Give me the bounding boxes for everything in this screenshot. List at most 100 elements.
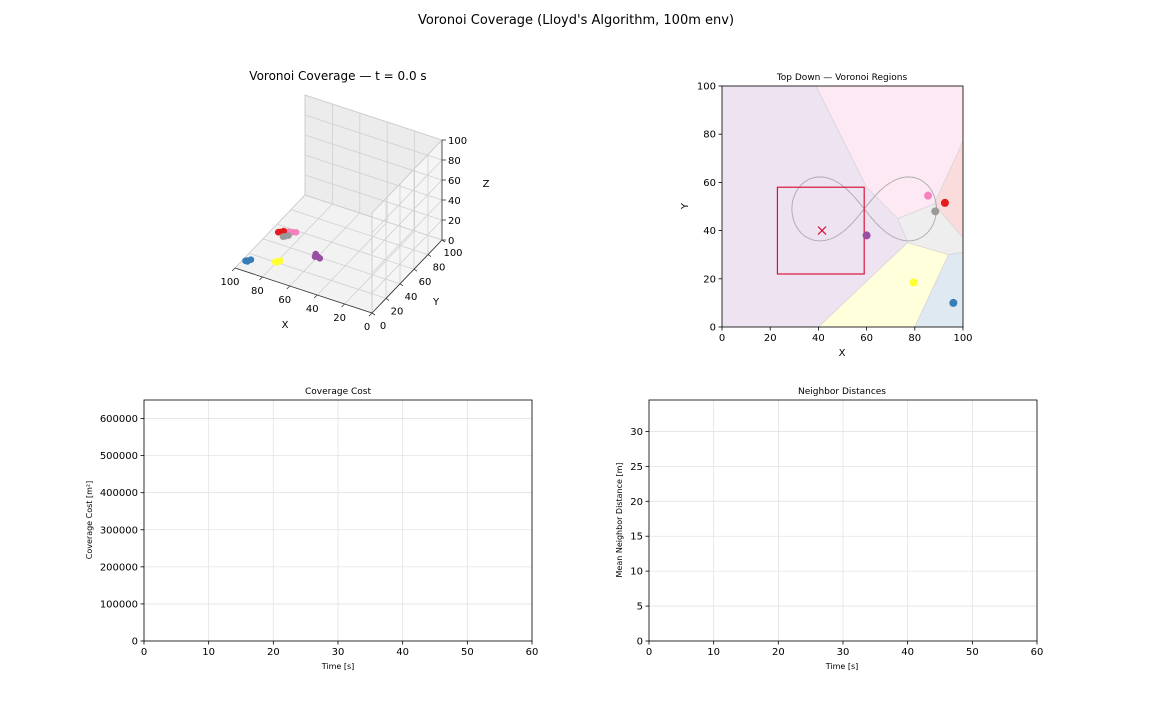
3d-gridline xyxy=(371,219,443,294)
3d-gridline xyxy=(304,194,443,241)
3d-z-tick-label: 100 xyxy=(448,136,467,147)
neighbors-y-tick-label: 25 xyxy=(630,462,643,473)
topdown-agent-pink xyxy=(924,191,933,200)
3d-xlabel: X xyxy=(282,320,289,331)
neighbors-y-tick-label: 0 xyxy=(637,637,643,648)
panel-3d-view: Voronoi Coverage — t = 0.0 s 02040608010… xyxy=(220,69,489,333)
cost-y-tick-label: 200000 xyxy=(100,562,138,573)
3d-agent-marker-red xyxy=(274,228,282,236)
3d-gridline xyxy=(371,139,443,214)
3d-x-tick xyxy=(341,303,345,308)
3d-gridline xyxy=(371,199,443,274)
topdown-y-tick-label: 60 xyxy=(703,178,716,189)
neighbors-xlabel: Time [s] xyxy=(825,662,859,671)
topdown-frame xyxy=(721,85,964,328)
3d-z-tick-label: 80 xyxy=(448,156,461,167)
topdown-agent-red xyxy=(940,198,949,207)
topdown-y-tick-label: 20 xyxy=(703,274,716,285)
3d-agent-marker-yellow xyxy=(273,259,281,266)
neighbors-x-tick-label: 50 xyxy=(966,647,979,658)
neighbors-axes: 0 10 20 30 40 50 60 0 5 10 15 20 25 30 xyxy=(630,399,1043,658)
topdown-agent-yellow xyxy=(909,278,918,287)
3d-axes-panes xyxy=(234,94,443,314)
cost-x-tick-label: 0 xyxy=(141,647,147,658)
3d-y-tick-label: 0 xyxy=(380,321,386,332)
neighbors-y-tick-label: 5 xyxy=(637,602,643,613)
neighbors-x-tick-label: 40 xyxy=(901,647,914,658)
3d-y-tick xyxy=(399,283,404,287)
3d-gridline xyxy=(304,174,443,221)
topdown-x-tick-label: 40 xyxy=(812,333,825,344)
3d-z-tick-label: 20 xyxy=(448,216,461,227)
3d-gridline xyxy=(290,209,429,255)
panel-coverage-cost: Coverage Cost 0 10 20 30 40 50 60 0 100000 200000… xyxy=(85,387,538,671)
3d-gridline xyxy=(304,134,443,181)
3d-x-tick-label: 20 xyxy=(333,313,346,324)
neighbors-y-tick-label: 20 xyxy=(630,497,643,508)
3d-x-tick xyxy=(286,285,291,290)
3d-x-axis-line xyxy=(234,267,373,314)
topdown-x-tick-label: 100 xyxy=(953,333,972,344)
3d-x-tick-label: 0 xyxy=(364,322,370,333)
cost-ylabel: Coverage Cost [m²] xyxy=(85,481,94,559)
neighbors-x-tick-label: 30 xyxy=(837,647,850,658)
3d-y-tick xyxy=(385,298,390,301)
3d-y-tick-label: 40 xyxy=(405,292,418,303)
3d-y-axis-line xyxy=(371,239,443,314)
cost-x-tick-label: 40 xyxy=(396,647,409,658)
3d-x-tick-label: 80 xyxy=(251,286,264,297)
3d-gridline xyxy=(262,238,401,285)
neighbors-x-tick-label: 20 xyxy=(772,647,785,658)
3d-x-tick xyxy=(259,276,263,281)
3d-y-tick-label: 100 xyxy=(443,248,462,259)
topdown-x-tick-label: 80 xyxy=(908,333,921,344)
3d-y-tick-label: 80 xyxy=(433,263,446,274)
topdown-x-tick-label: 60 xyxy=(860,333,873,344)
3d-gridline xyxy=(316,221,388,296)
topdown-y-tick-label: 80 xyxy=(703,130,716,141)
neighbors-ylabel: Mean Neighbor Distance [m] xyxy=(615,463,624,578)
3d-gridline xyxy=(234,194,306,269)
cost-y-tick-label: 100000 xyxy=(100,599,138,610)
panel-3d-title: Voronoi Coverage — t = 0.0 s xyxy=(249,69,426,83)
3d-agent-marker-gray xyxy=(285,232,292,239)
3d-z-tick-label: 60 xyxy=(448,176,461,187)
3d-gridline xyxy=(304,114,443,161)
topdown-overlays xyxy=(776,176,937,275)
cost-y-tick-label: 500000 xyxy=(100,451,138,462)
neighbors-y-tick-label: 30 xyxy=(630,427,643,438)
target-region-box xyxy=(776,186,865,275)
topdown-axes-frame: 0 20 40 60 80 100 0 20 40 60 80 100 xyxy=(697,82,973,345)
3d-zlabel: Z xyxy=(483,179,490,190)
3d-gridline xyxy=(276,223,415,270)
cost-y-tick-label: 400000 xyxy=(100,488,138,499)
neighbors-y-tick-label: 15 xyxy=(630,532,643,543)
panel-neighbor-distances: Neighbor Distances 0 10 20 30 40 50 60 0 5 10 15 20… xyxy=(615,387,1043,671)
3d-x-tick xyxy=(313,294,318,299)
cost-x-tick-label: 50 xyxy=(461,647,474,658)
target-marker-stroke xyxy=(817,226,827,236)
topdown-agent-blue xyxy=(949,298,958,307)
cost-y-tick-label: 0 xyxy=(132,637,138,648)
3d-gridline xyxy=(304,94,443,141)
3d-x-tick xyxy=(368,312,373,317)
cost-y-tick-label: 300000 xyxy=(100,525,138,536)
3d-y-tick-label: 60 xyxy=(419,277,432,288)
3d-x-tick-label: 100 xyxy=(220,277,239,288)
3d-y-tick-label: 20 xyxy=(391,306,404,317)
topdown-x-tick-label: 20 xyxy=(764,333,777,344)
3d-gridline xyxy=(304,154,443,201)
3d-agent-markers xyxy=(242,227,324,266)
topdown-title: Top Down — Voronoi Regions xyxy=(776,73,908,83)
3d-gridline xyxy=(344,230,415,305)
topdown-agent-markers xyxy=(862,191,958,307)
reference-trajectory xyxy=(791,176,937,242)
3d-gridline xyxy=(371,179,443,254)
topdown-agent-gray xyxy=(931,207,940,216)
3d-y-tick xyxy=(413,268,418,272)
neighbors-x-tick-label: 10 xyxy=(707,647,720,658)
3d-x-tick xyxy=(231,267,236,272)
topdown-ylabel: Y xyxy=(680,202,691,210)
cost-axes: 0 10 20 30 40 50 60 0 100000 200000 300000 400000 50… xyxy=(100,399,538,658)
